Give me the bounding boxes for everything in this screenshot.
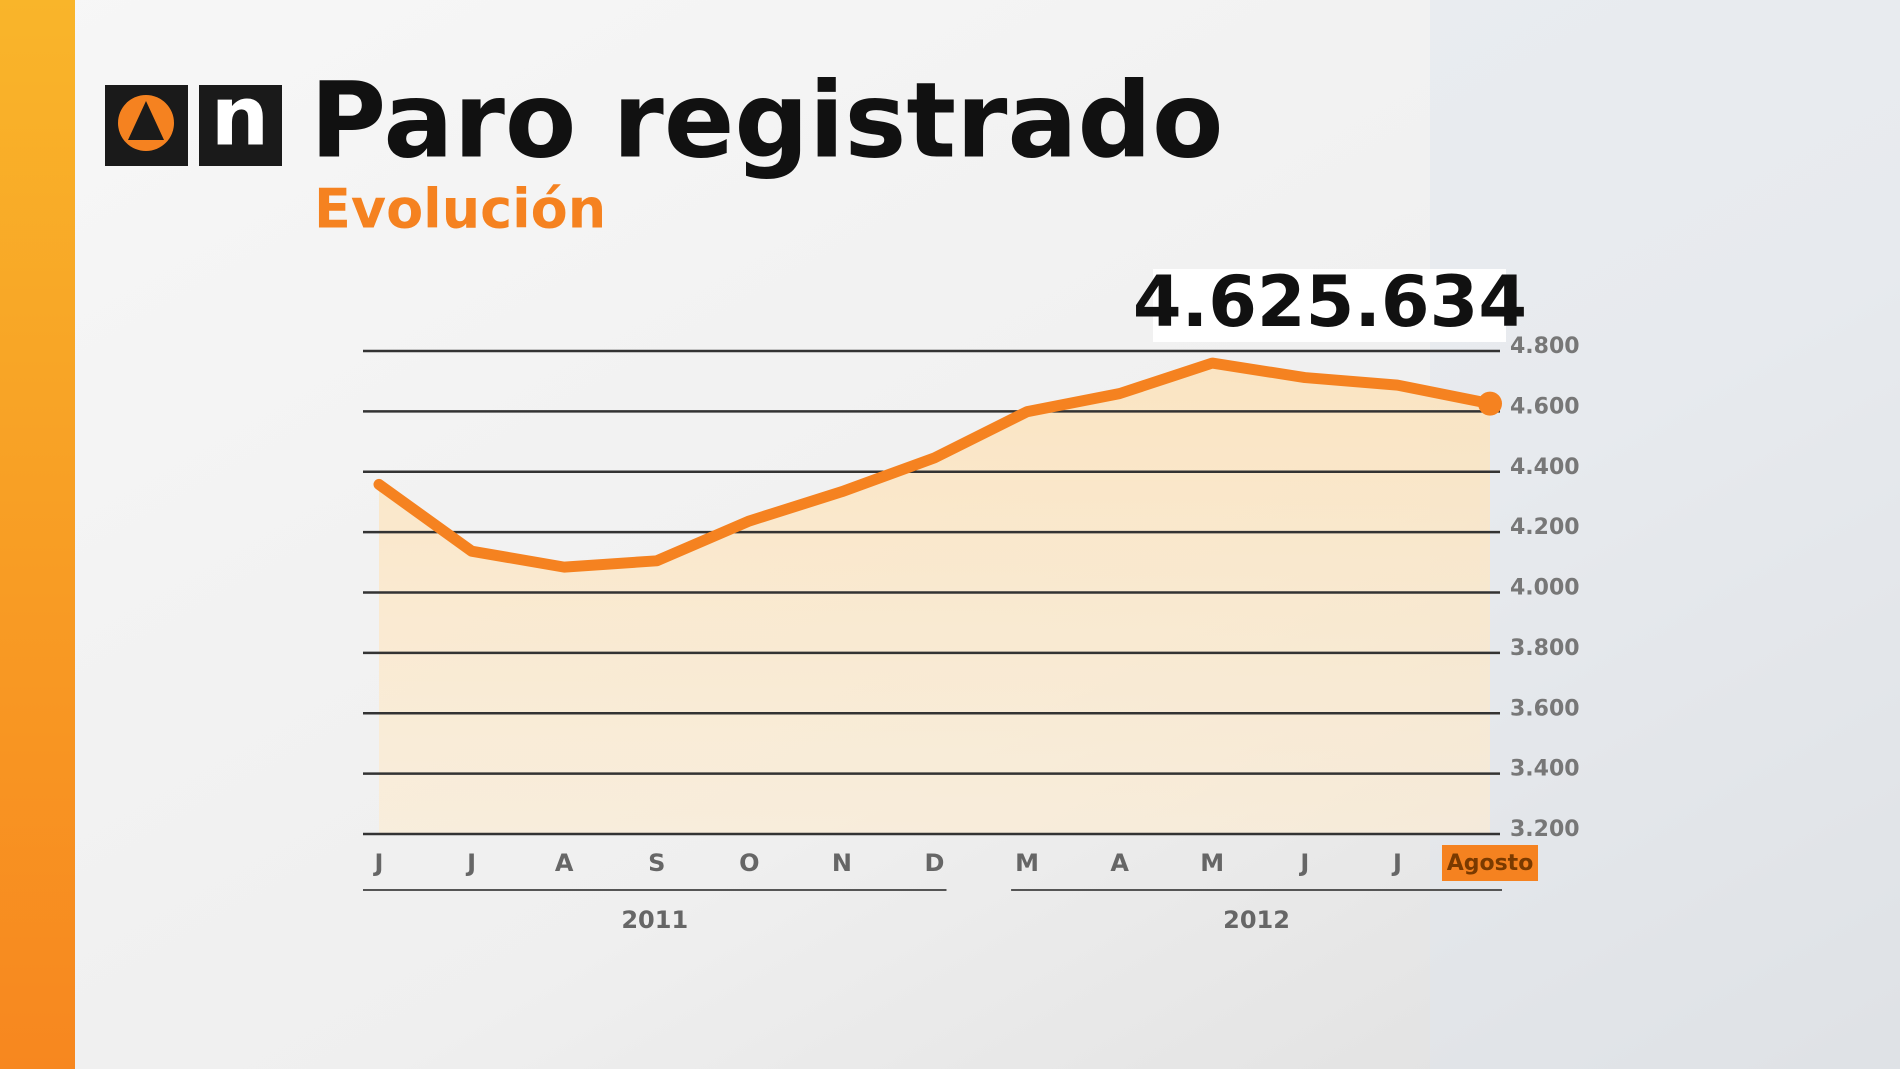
chart-subtitle: Evolución: [314, 178, 606, 241]
x-tick-label: A: [1110, 849, 1129, 877]
y-tick-label: 3.600: [1510, 696, 1580, 721]
value-label: 4.625.634: [1133, 261, 1527, 343]
callout-box: [1153, 269, 1506, 342]
area: [379, 363, 1490, 834]
y-tick-label: 4.200: [1510, 515, 1580, 540]
background-figures: [1430, 0, 1900, 1069]
x-tick-label: J: [373, 849, 384, 877]
x-tick-label: J: [1391, 849, 1402, 877]
x-tick-label: O: [739, 849, 759, 877]
y-tick-label: 4.400: [1510, 455, 1580, 480]
y-tick-label: 3.800: [1510, 636, 1580, 661]
y-tick-label: 3.400: [1510, 757, 1580, 782]
highlight-box: [1442, 845, 1538, 881]
x-tick-label: A: [555, 849, 574, 877]
year-label: 2012: [1223, 906, 1290, 934]
chart-title: Paro registrado: [310, 59, 1223, 181]
logo-letter: n: [211, 69, 269, 164]
x-tick-label: J: [465, 849, 476, 877]
x-tick-label: S: [648, 849, 665, 877]
y-tick-label: 4.800: [1510, 334, 1580, 359]
end-point: [1478, 391, 1502, 416]
y-tick-label: 4.600: [1510, 394, 1580, 419]
logo-box: [199, 85, 282, 166]
year-label: 2011: [621, 906, 688, 934]
side-bar: [0, 0, 75, 1069]
x-tick-label: M: [1015, 849, 1039, 877]
y-tick-label: 4.000: [1510, 576, 1580, 601]
x-tick-label: J: [1298, 849, 1309, 877]
line: [373, 357, 1496, 573]
y-tick-label: 3.200: [1510, 817, 1580, 842]
x-tick-label: Agosto: [1447, 851, 1534, 876]
x-tick-label: M: [1200, 849, 1224, 877]
logo: n: [105, 69, 282, 166]
logo-mark: [128, 101, 164, 140]
x-tick-label: D: [925, 849, 945, 877]
x-tick-label: N: [832, 849, 852, 877]
